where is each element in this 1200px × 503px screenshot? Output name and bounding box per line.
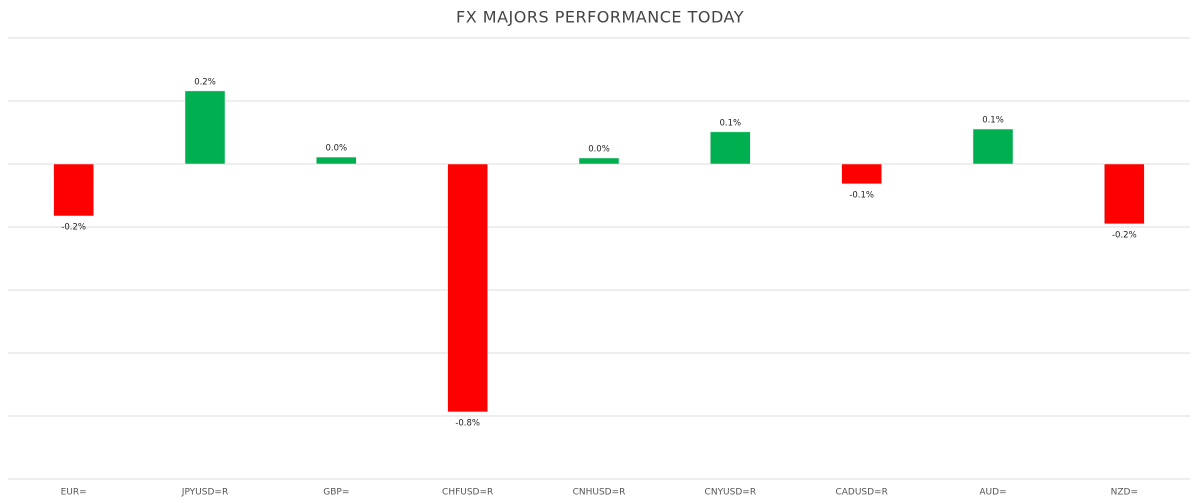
x-tick-label: AUD= xyxy=(979,488,1006,498)
bar xyxy=(53,163,94,217)
value-label: -0.2% xyxy=(1112,230,1137,240)
bar xyxy=(184,90,226,165)
bar xyxy=(578,157,620,165)
x-tick-label: CADUSD=R xyxy=(835,488,887,498)
value-label: 0.1% xyxy=(720,118,742,128)
value-label: -0.8% xyxy=(455,418,480,428)
x-tick-label: GBP= xyxy=(323,488,349,498)
x-tick-label: CHFUSD=R xyxy=(442,488,493,498)
x-tick-label: CNHUSD=R xyxy=(573,488,626,498)
value-label: 0.0% xyxy=(326,144,348,154)
value-label: 0.0% xyxy=(588,145,610,155)
x-tick-label: JPYUSD=R xyxy=(181,488,228,498)
bar xyxy=(841,163,882,185)
value-label: 0.2% xyxy=(194,77,216,87)
bar xyxy=(447,163,488,413)
x-tick-label: EUR= xyxy=(61,488,87,498)
chart-title: FX MAJORS PERFORMANCE TODAY xyxy=(456,8,744,27)
x-tick-label: NZD= xyxy=(1111,488,1138,498)
bar xyxy=(972,128,1014,165)
value-label: -0.2% xyxy=(61,222,86,232)
value-label: 0.1% xyxy=(982,116,1004,126)
value-label: -0.1% xyxy=(849,190,874,200)
bar xyxy=(710,131,751,165)
bar xyxy=(1104,163,1145,225)
bar xyxy=(316,156,357,165)
x-tick-label: CNYUSD=R xyxy=(705,488,757,498)
